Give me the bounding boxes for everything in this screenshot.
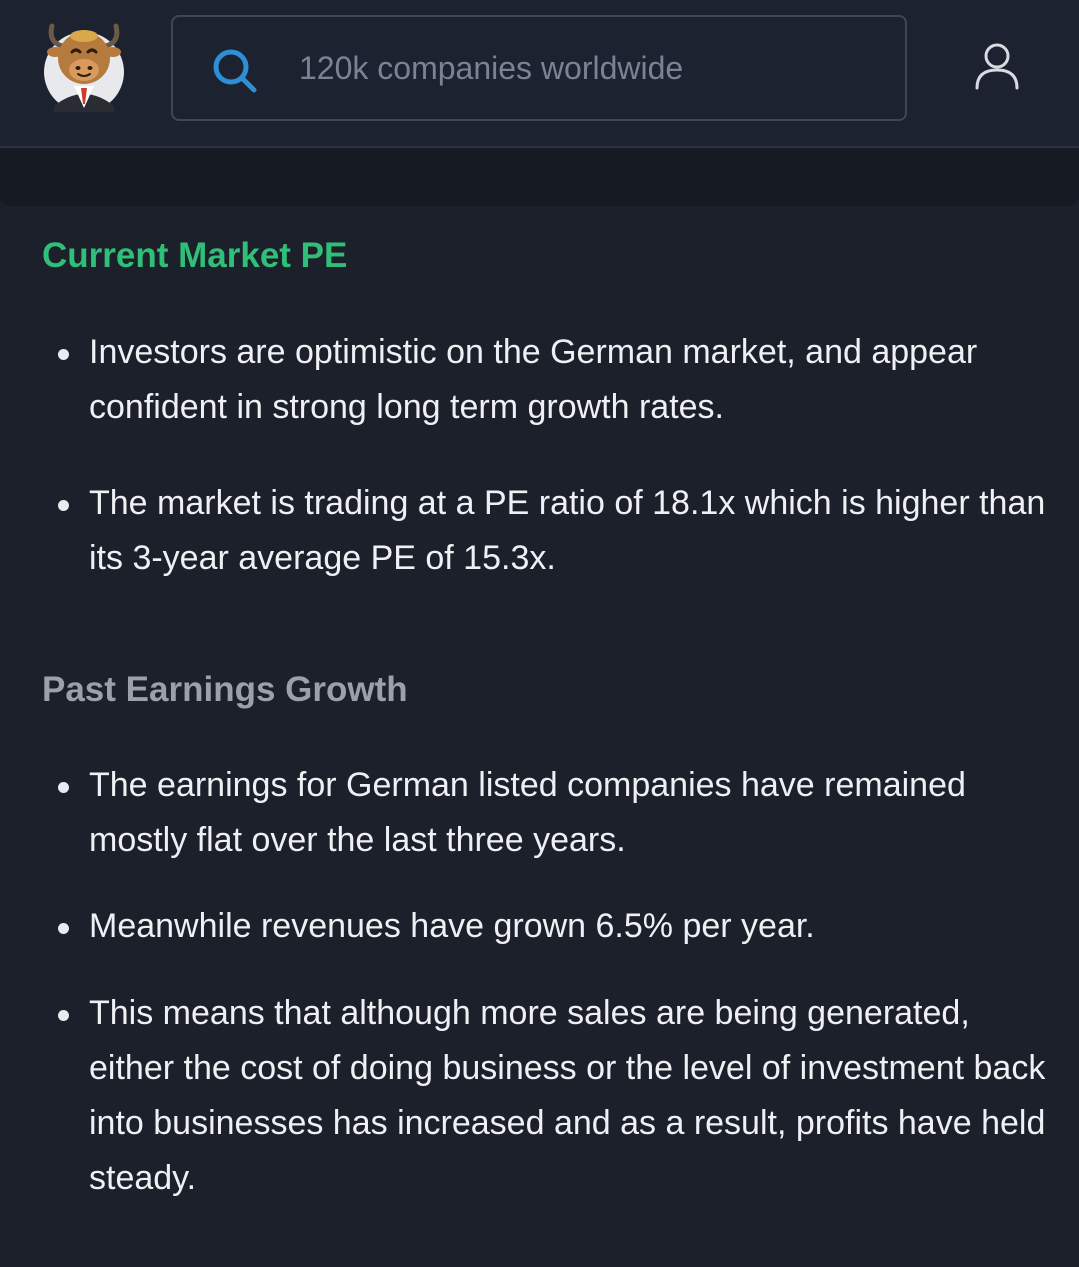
top-header bbox=[0, 0, 1079, 148]
bullet-dot bbox=[58, 923, 69, 934]
section-title-past-earnings-growth: Past Earnings Growth bbox=[42, 670, 408, 709]
bullet-dot bbox=[58, 1010, 69, 1021]
bullet-dot bbox=[58, 349, 69, 360]
search-icon[interactable] bbox=[211, 47, 259, 95]
bullet-dot bbox=[58, 500, 69, 511]
bullet-text: Meanwhile revenues have grown 6.5% per y… bbox=[89, 907, 815, 945]
search-input[interactable] bbox=[299, 43, 879, 93]
bullet-dot bbox=[58, 782, 69, 793]
bullet-text: The market is trading at a PE ratio of 1… bbox=[89, 484, 1046, 577]
search-box[interactable] bbox=[171, 15, 907, 121]
section-title-current-market-pe: Current Market PE bbox=[42, 236, 348, 275]
market-summary-content: Current Market PE Investors are optimist… bbox=[0, 206, 1079, 1267]
user-icon[interactable] bbox=[974, 42, 1020, 90]
bull-mascot-logo[interactable] bbox=[38, 12, 130, 114]
sub-header-bar bbox=[0, 148, 1079, 206]
bullet-text: Investors are optimistic on the German m… bbox=[89, 333, 978, 426]
bullet-text: This means that although more sales are … bbox=[89, 994, 1046, 1197]
bullet-text: The earnings for German listed companies… bbox=[89, 766, 966, 859]
